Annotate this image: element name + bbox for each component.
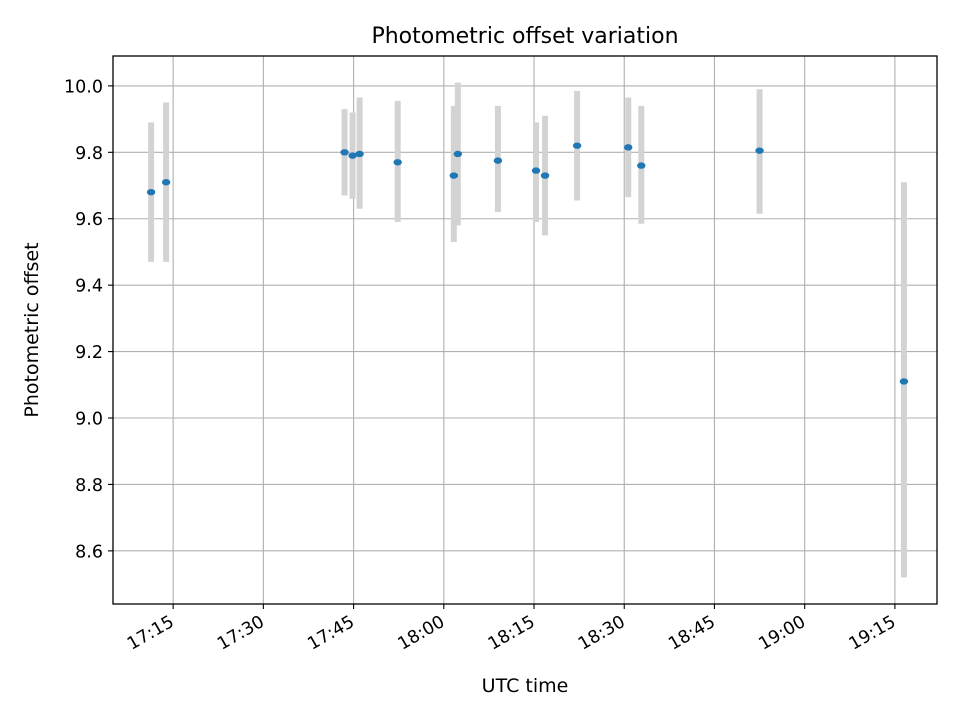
data-point xyxy=(637,162,646,169)
x-tick-label: 17:30 xyxy=(214,612,268,655)
data-point xyxy=(531,167,541,174)
y-tick-label: 8.8 xyxy=(75,476,103,496)
data-point xyxy=(899,378,909,385)
y-tick-label: 9.4 xyxy=(75,277,103,297)
data-point xyxy=(493,157,503,164)
x-tick-label: 17:45 xyxy=(304,612,358,655)
y-tick-label: 9.0 xyxy=(75,410,103,430)
y-tick-label: 9.8 xyxy=(75,144,103,164)
data-point xyxy=(348,152,357,159)
y-axis-label: Photometric offset xyxy=(21,242,43,417)
x-tick-label: 18:45 xyxy=(665,612,719,655)
data-point xyxy=(624,144,633,151)
y-tick-label: 9.6 xyxy=(75,210,103,230)
data-point xyxy=(572,142,582,149)
chart-title: Photometric offset variation xyxy=(371,24,678,49)
grid-layer xyxy=(113,56,937,604)
x-tick-label: 18:30 xyxy=(575,612,629,655)
x-tick-label: 19:00 xyxy=(755,612,809,655)
data-point xyxy=(393,159,402,166)
data-point xyxy=(355,150,364,158)
x-tick-label: 17:15 xyxy=(124,612,178,655)
data-point xyxy=(161,179,171,186)
plot-frame xyxy=(112,55,938,605)
data-point xyxy=(449,172,459,179)
data-point xyxy=(340,149,349,156)
x-tick-label: 18:00 xyxy=(395,612,449,655)
y-tick-label: 8.6 xyxy=(75,542,103,562)
tick-layer: 8.6 8.8 9.0 9.2 9.4 9.6 9.8 10.0 17:15 17:30 17:45… xyxy=(64,77,899,654)
data-point xyxy=(453,150,463,158)
marker-layer xyxy=(146,142,909,385)
y-tick-label: 9.2 xyxy=(75,343,103,363)
errorbar-layer xyxy=(148,82,907,578)
x-tick-label: 18:15 xyxy=(485,612,539,655)
data-point xyxy=(540,172,550,179)
x-axis-label: UTC time xyxy=(482,675,569,697)
y-tick-label: 10.0 xyxy=(64,77,103,97)
x-tick-label: 19:15 xyxy=(846,612,900,655)
data-point xyxy=(146,188,156,196)
data-point xyxy=(755,147,764,154)
